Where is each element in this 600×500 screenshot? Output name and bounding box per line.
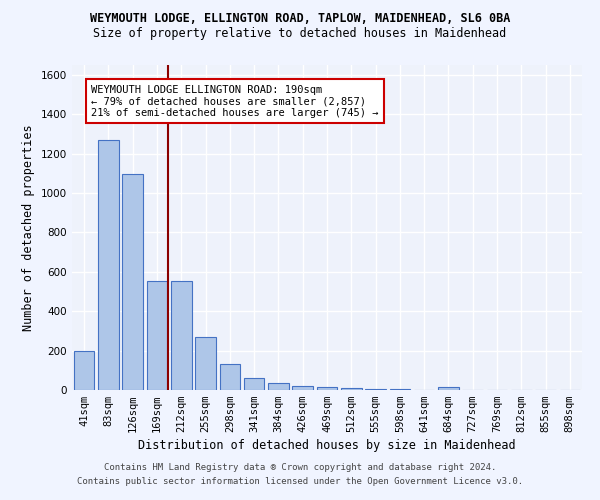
Text: WEYMOUTH LODGE, ELLINGTON ROAD, TAPLOW, MAIDENHEAD, SL6 0BA: WEYMOUTH LODGE, ELLINGTON ROAD, TAPLOW, … <box>90 12 510 26</box>
Bar <box>244 378 265 390</box>
Bar <box>292 386 313 390</box>
Bar <box>365 389 386 390</box>
Y-axis label: Number of detached properties: Number of detached properties <box>22 124 35 331</box>
Bar <box>341 388 362 390</box>
Bar <box>268 383 289 390</box>
Bar <box>389 389 410 390</box>
Bar <box>171 281 191 390</box>
Bar <box>317 388 337 390</box>
Text: Contains HM Land Registry data ® Crown copyright and database right 2024.: Contains HM Land Registry data ® Crown c… <box>104 464 496 472</box>
Bar <box>74 351 94 390</box>
Text: WEYMOUTH LODGE ELLINGTON ROAD: 190sqm
← 79% of detached houses are smaller (2,85: WEYMOUTH LODGE ELLINGTON ROAD: 190sqm ← … <box>91 84 379 118</box>
Bar <box>98 140 119 390</box>
Bar <box>220 364 240 390</box>
Bar <box>122 174 143 390</box>
Bar <box>195 337 216 390</box>
Bar <box>146 281 167 390</box>
Text: Size of property relative to detached houses in Maidenhead: Size of property relative to detached ho… <box>94 28 506 40</box>
X-axis label: Distribution of detached houses by size in Maidenhead: Distribution of detached houses by size … <box>138 440 516 452</box>
Bar <box>438 386 459 390</box>
Text: Contains public sector information licensed under the Open Government Licence v3: Contains public sector information licen… <box>77 477 523 486</box>
